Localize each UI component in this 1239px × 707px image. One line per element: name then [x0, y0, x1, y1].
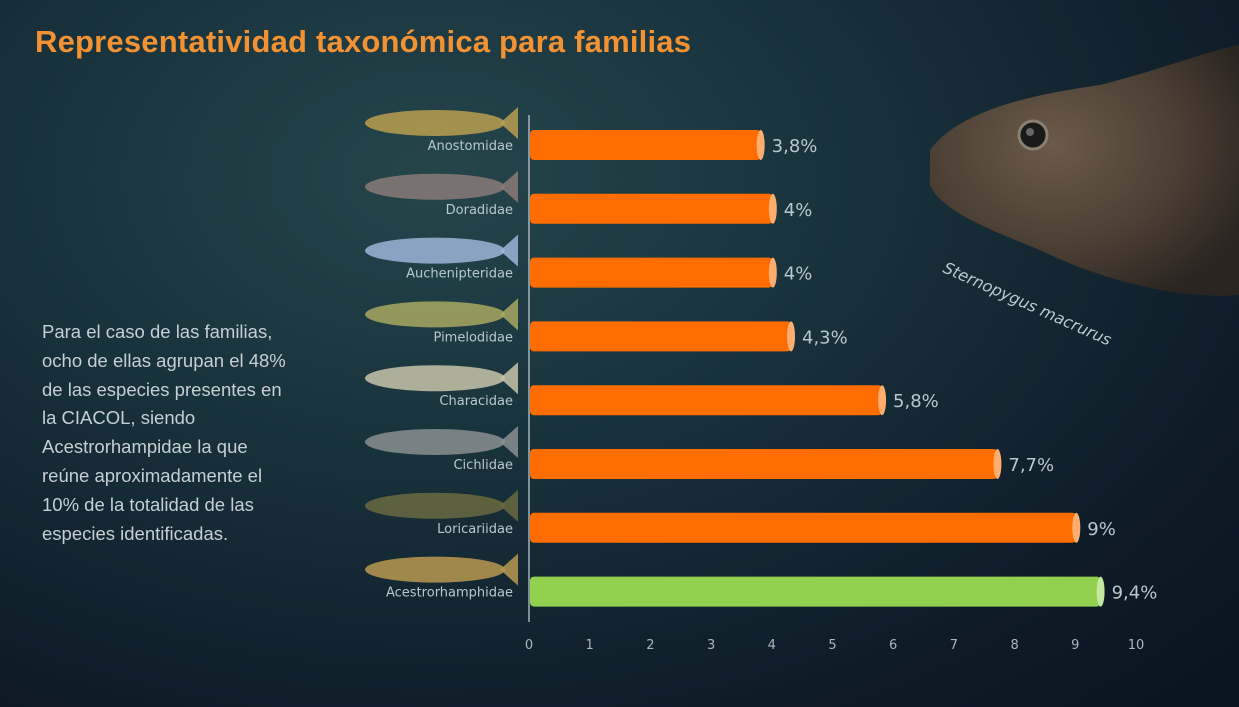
- bar: [530, 576, 1101, 607]
- x-tick-label: 9: [1071, 638, 1079, 653]
- category-label: Cichlidae: [453, 458, 513, 473]
- category-label: Pimelodidae: [434, 330, 513, 345]
- bar: [530, 257, 773, 288]
- bar-cap: [787, 321, 796, 352]
- value-label: 9,4%: [1112, 583, 1158, 604]
- x-tick-label: 7: [950, 638, 958, 653]
- value-label: 7,7%: [1008, 455, 1054, 476]
- bar: [530, 321, 792, 352]
- value-label: 4%: [784, 200, 813, 221]
- fish-head-illustration: [930, 45, 1239, 296]
- value-label: 4,3%: [802, 327, 848, 348]
- slide-title: Representatividad taxonómica para famili…: [35, 24, 692, 59]
- fish-icon: [365, 298, 518, 331]
- x-tick-label: 2: [646, 638, 654, 653]
- fish-icon: [365, 362, 518, 395]
- value-label: 5,8%: [893, 391, 939, 412]
- bar: [530, 449, 998, 479]
- x-tick-label: 1: [586, 638, 594, 653]
- category-label: Auchenipteridae: [406, 267, 513, 282]
- fish-icon: [365, 426, 518, 458]
- category-label: Characidae: [439, 394, 513, 409]
- bar-cap: [878, 385, 887, 416]
- description-text: Para el caso de las familias, ocho de el…: [42, 321, 286, 544]
- bar-cap: [768, 193, 777, 224]
- bar-cap: [756, 130, 765, 160]
- x-tick-label: 10: [1128, 638, 1145, 653]
- bar: [530, 385, 883, 416]
- x-tick-label: 6: [889, 638, 897, 653]
- category-label: Loricariidae: [437, 522, 513, 537]
- category-label: Doradidae: [446, 203, 513, 218]
- bar-cap: [993, 449, 1002, 479]
- x-tick-label: 8: [1010, 638, 1018, 653]
- bar-cap: [1096, 576, 1105, 607]
- fish-icon: [365, 107, 518, 139]
- x-tick-label: 5: [828, 638, 836, 653]
- value-label: 4%: [784, 264, 813, 285]
- fish-icon: [365, 170, 518, 203]
- bar-cap: [768, 257, 777, 288]
- bar: [530, 130, 761, 160]
- category-label: Anostomidae: [428, 139, 513, 154]
- value-label: 3,8%: [772, 136, 818, 157]
- x-tick-label: 3: [707, 638, 715, 653]
- fish-icon: [365, 489, 518, 522]
- bar: [530, 512, 1077, 543]
- bar-cap: [1072, 512, 1081, 543]
- x-tick-label: 0: [525, 638, 533, 653]
- value-label: 9%: [1087, 519, 1116, 540]
- bar: [530, 193, 773, 224]
- fish-icon: [365, 234, 518, 267]
- category-label: Acestrorhamphidae: [386, 586, 513, 601]
- fish-icon: [365, 553, 518, 586]
- x-tick-label: 4: [768, 638, 776, 653]
